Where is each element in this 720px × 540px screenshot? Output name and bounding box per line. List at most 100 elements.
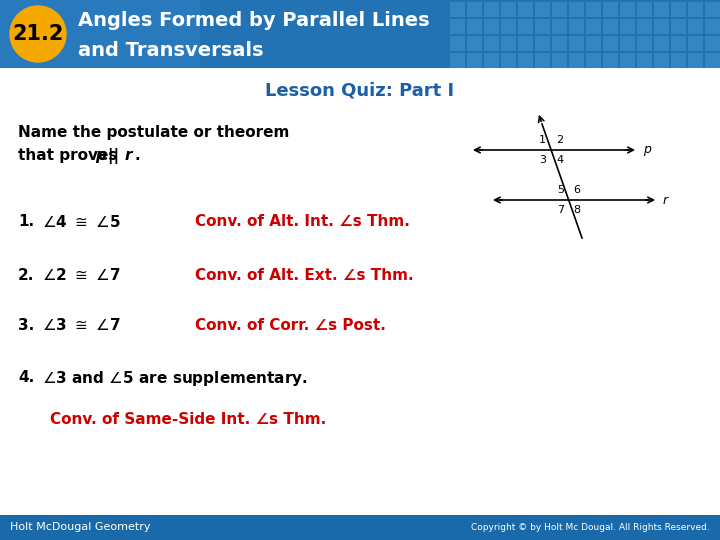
Bar [484,19,499,34]
Bar [569,19,584,34]
Bar [569,2,584,17]
Bar [501,19,516,34]
Bar [467,19,482,34]
Bar [501,2,516,17]
Text: ||: || [108,148,125,164]
Bar [603,36,618,51]
Bar [654,19,669,34]
Bar [671,2,686,17]
Bar [552,36,567,51]
Text: Conv. of Alt. Ext. ∠s Thm.: Conv. of Alt. Ext. ∠s Thm. [195,267,413,282]
Bar [688,2,703,17]
Bar [671,53,686,68]
Text: 2.: 2. [18,267,35,282]
Text: Lesson Quiz: Part I: Lesson Quiz: Part I [266,81,454,99]
Bar [569,36,584,51]
Bar [467,53,482,68]
Bar [450,2,465,17]
Circle shape [10,6,66,62]
Text: Copyright © by Holt Mc Dougal. All Rights Reserved.: Copyright © by Holt Mc Dougal. All Right… [472,523,710,532]
Bar [637,36,652,51]
Bar [620,19,635,34]
Bar [654,53,669,68]
Bar [705,2,720,17]
Bar [620,2,635,17]
Bar [552,19,567,34]
Bar [484,36,499,51]
Bar [484,2,499,17]
Text: .: . [134,148,140,163]
Bar [0,0,200,68]
Text: 1: 1 [539,135,546,145]
Text: $\angle$4 $\cong$ $\angle$5: $\angle$4 $\cong$ $\angle$5 [42,214,121,230]
Bar [484,53,499,68]
Bar [0,515,720,540]
Bar [586,2,601,17]
Text: 3: 3 [539,155,546,165]
Bar [603,2,618,17]
Text: r: r [663,193,668,206]
Text: Conv. of Corr. ∠s Post.: Conv. of Corr. ∠s Post. [195,318,386,333]
Bar [705,19,720,34]
Bar [586,36,601,51]
Text: 6: 6 [574,185,581,195]
Bar [467,2,482,17]
Bar [586,53,601,68]
Bar [671,36,686,51]
Text: 7: 7 [557,205,564,215]
Bar [535,36,550,51]
Text: 3.: 3. [18,318,35,333]
Bar [705,36,720,51]
Bar [552,53,567,68]
Bar [535,2,550,17]
Text: 4.: 4. [18,370,35,386]
Bar [467,36,482,51]
Text: that proves: that proves [18,148,122,163]
Bar [518,19,533,34]
Text: p: p [643,144,651,157]
Bar [450,36,465,51]
Bar [705,53,720,68]
Text: Holt McDougal Geometry: Holt McDougal Geometry [10,523,150,532]
Bar [518,53,533,68]
Bar [450,19,465,34]
Text: 4: 4 [557,155,563,165]
Text: 8: 8 [574,205,581,215]
Text: r: r [125,148,132,163]
Text: $\angle$2 $\cong$ $\angle$7: $\angle$2 $\cong$ $\angle$7 [42,267,121,283]
Bar [518,2,533,17]
Text: Conv. of Alt. Int. ∠s Thm.: Conv. of Alt. Int. ∠s Thm. [195,214,410,230]
Bar [620,36,635,51]
Bar [501,53,516,68]
Bar [637,2,652,17]
Text: 5: 5 [557,185,564,195]
Text: Conv. of Same-Side Int. ∠s Thm.: Conv. of Same-Side Int. ∠s Thm. [50,413,326,428]
Bar [450,53,465,68]
Text: $\angle$3 $\cong$ $\angle$7: $\angle$3 $\cong$ $\angle$7 [42,317,121,333]
Bar [552,2,567,17]
Bar [654,2,669,17]
Text: $\angle$3 and $\angle$5 are supplementary.: $\angle$3 and $\angle$5 are supplementar… [42,368,307,388]
Bar [535,19,550,34]
Bar [637,53,652,68]
Text: Name the postulate or theorem: Name the postulate or theorem [18,125,289,140]
Bar [637,19,652,34]
Text: and Transversals: and Transversals [78,40,264,59]
Text: 1.: 1. [18,214,34,230]
Text: 21.2: 21.2 [12,24,63,44]
Bar [688,19,703,34]
Bar [603,53,618,68]
Bar [603,19,618,34]
Bar [535,53,550,68]
Bar [586,19,601,34]
Bar [0,0,720,68]
Bar [569,53,584,68]
Text: p: p [95,148,106,163]
Bar [518,36,533,51]
Bar [688,53,703,68]
Bar [654,36,669,51]
Text: 2: 2 [557,135,563,145]
Bar [620,53,635,68]
Bar [501,36,516,51]
Text: Angles Formed by Parallel Lines: Angles Formed by Parallel Lines [78,10,430,30]
